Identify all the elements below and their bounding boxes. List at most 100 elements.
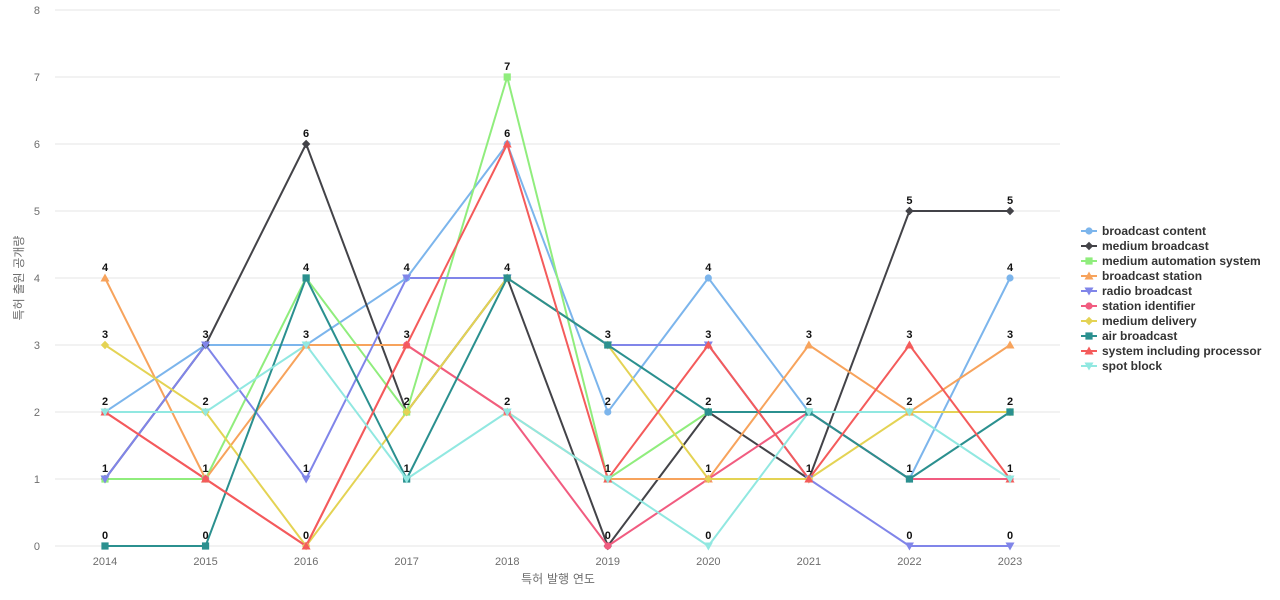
series-point — [704, 408, 712, 416]
data-label: 3 — [404, 329, 410, 341]
x-tick-label: 2016 — [294, 556, 318, 568]
data-label: 1 — [906, 463, 912, 475]
data-label: 1 — [806, 463, 812, 475]
legend-item[interactable]: system including processor — [1081, 344, 1262, 358]
data-label: 0 — [605, 530, 611, 542]
y-axis-ticks: 0 1 2 3 4 5 6 7 8 — [34, 5, 40, 553]
x-tick-label: 2023 — [998, 556, 1022, 568]
series-point — [100, 340, 110, 350]
legend-marker — [1084, 362, 1094, 371]
legend-marker — [1085, 257, 1093, 265]
legend-item[interactable]: broadcast station — [1081, 269, 1202, 283]
series-point — [100, 408, 110, 417]
legend-label: broadcast station — [1102, 269, 1202, 283]
data-label: 5 — [1007, 195, 1013, 207]
legend-marker — [1084, 271, 1094, 280]
x-tick-label: 2019 — [596, 556, 620, 568]
series-point — [201, 408, 211, 417]
series-point — [604, 542, 612, 550]
legend-label: radio broadcast — [1102, 284, 1192, 298]
legend-marker — [1085, 227, 1093, 235]
legend-item[interactable]: air broadcast — [1081, 329, 1177, 343]
series-point — [1006, 408, 1014, 416]
series-point — [302, 274, 310, 282]
series-point — [804, 340, 814, 349]
x-tick-label: 2022 — [897, 556, 921, 568]
data-label: 0 — [303, 530, 309, 542]
data-label: 2 — [705, 396, 711, 408]
series-point — [402, 475, 412, 484]
series-point — [604, 408, 612, 416]
series-point — [804, 474, 814, 483]
series-point — [1005, 340, 1015, 349]
data-label: 3 — [806, 329, 812, 341]
legend-item[interactable]: broadcast content — [1081, 224, 1206, 238]
data-label: 3 — [605, 329, 611, 341]
data-labels: 4 3 2 1 0 3 2 1 0 6 4 3 1 0 4 3 2 1 7 6 4 2 3 2 1 0 4 3 2 1 0 3 2 1 5 3 2 1 0 5… — [102, 61, 1014, 542]
series-point — [101, 542, 109, 550]
y-tick-label: 7 — [34, 72, 40, 84]
x-tick-label: 2020 — [696, 556, 720, 568]
series-point — [301, 541, 311, 550]
data-label: 6 — [504, 128, 510, 140]
legend-label: medium automation system — [1102, 254, 1261, 268]
data-label: 5 — [906, 195, 912, 207]
legend-label: air broadcast — [1102, 329, 1177, 343]
series-point — [905, 206, 914, 216]
series-point — [201, 341, 211, 350]
data-label: 2 — [202, 396, 208, 408]
data-label: 3 — [303, 329, 309, 341]
series-point — [301, 341, 311, 350]
series-point — [1005, 475, 1015, 484]
data-label: 2 — [906, 396, 912, 408]
y-tick-label: 5 — [34, 206, 40, 218]
series-point — [1005, 542, 1015, 551]
series-point — [703, 340, 713, 349]
data-label: 4 — [102, 262, 109, 274]
series-point — [703, 542, 713, 551]
series-line — [105, 344, 1011, 547]
series-markers — [100, 73, 1015, 551]
y-tick-label: 1 — [34, 474, 40, 486]
data-label: 4 — [705, 262, 712, 274]
y-axis-title: 특허 출원 공개량 — [12, 236, 26, 321]
data-label: 0 — [705, 530, 711, 542]
series-point — [1006, 274, 1014, 282]
legend-marker — [1084, 241, 1094, 251]
series-point — [804, 408, 814, 417]
data-label: 6 — [303, 128, 309, 140]
legend-marker — [1084, 346, 1094, 355]
y-tick-label: 8 — [34, 5, 40, 17]
y-tick-label: 3 — [34, 340, 40, 352]
series-point — [905, 475, 914, 483]
series-point — [201, 542, 210, 550]
series-line — [104, 143, 1010, 547]
data-label: 4 — [303, 262, 310, 274]
y-tick-label: 0 — [34, 541, 40, 553]
data-label: 1 — [303, 463, 309, 475]
y-tick-label: 2 — [34, 407, 40, 419]
data-label: 4 — [504, 262, 511, 274]
series-point — [502, 408, 512, 417]
legend-label: medium broadcast — [1102, 239, 1209, 253]
data-label: 1 — [404, 463, 410, 475]
data-label: 1 — [705, 463, 711, 475]
legend-item[interactable]: medium delivery — [1081, 314, 1197, 328]
legend-item[interactable]: spot block — [1081, 359, 1162, 373]
series-point — [1005, 206, 1015, 216]
legend-item[interactable]: radio broadcast — [1081, 284, 1192, 298]
legend-item[interactable]: station identifier — [1081, 299, 1196, 313]
legend-label: broadcast content — [1102, 224, 1206, 238]
legend-marker — [1084, 316, 1094, 326]
data-label: 4 — [404, 262, 411, 274]
x-tick-label: 2017 — [394, 556, 418, 568]
series-point — [402, 274, 412, 283]
data-label: 2 — [1007, 396, 1013, 408]
legend-marker — [1084, 287, 1094, 296]
legend-item[interactable]: medium broadcast — [1081, 239, 1209, 253]
x-axis-ticks: 2014 2015 2016 2017 2018 2019 2020 2021 2022 2023 — [93, 556, 1022, 568]
data-label: 0 — [202, 530, 208, 542]
legend-item[interactable]: medium automation system — [1081, 254, 1261, 268]
series-point — [502, 139, 512, 148]
